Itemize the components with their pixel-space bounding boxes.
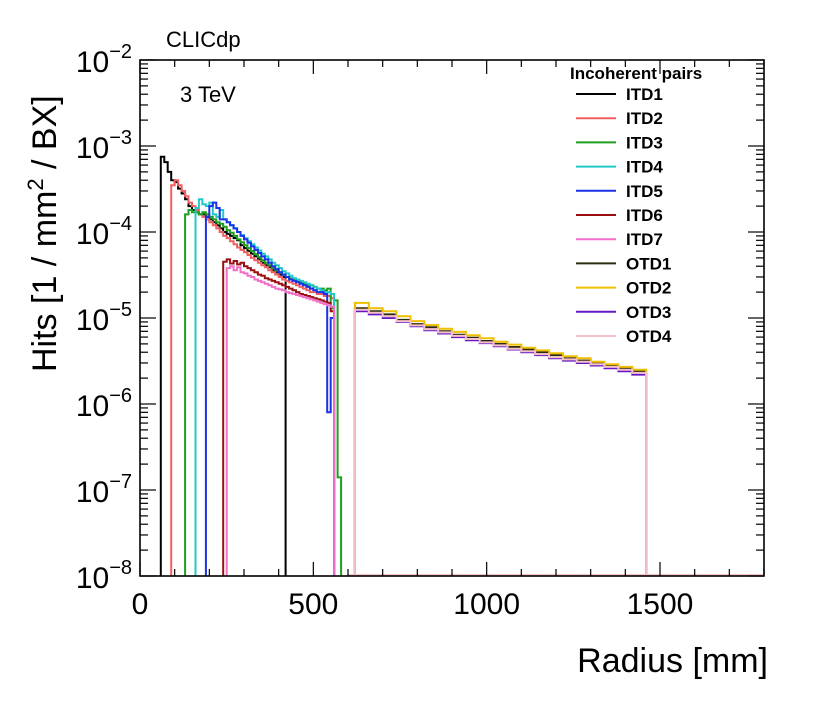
y-axis-title: Hits [1 / mm2 / BX] — [23, 95, 64, 372]
legend-label: ITD7 — [626, 230, 663, 249]
series-itd6 — [222, 258, 336, 576]
legend-label: OTD4 — [626, 327, 672, 346]
y-tick-label: 10−8 — [76, 557, 132, 595]
series-itd4 — [194, 198, 336, 576]
y-tick-label: 10−5 — [76, 299, 132, 337]
series-itd7 — [225, 265, 336, 576]
legend-label: ITD4 — [626, 158, 663, 177]
legend-label: ITD2 — [626, 109, 663, 128]
energy-annotation: 3 TeV — [180, 82, 236, 107]
plot-frame — [139, 59, 765, 577]
x-tick-label: 1500 — [627, 588, 694, 621]
legend-label: OTD2 — [626, 279, 671, 298]
legend-label: OTD1 — [626, 254, 671, 273]
series-otd3 — [353, 310, 648, 576]
series-itd5 — [204, 201, 336, 576]
x-tick-label: 0 — [132, 588, 149, 621]
legend: Incoherent pairs ITD1 ITD2 ITD3 ITD4 ITD5 ITD… — [570, 64, 702, 346]
y-axis-title-part-1: Hits [1 / mm — [26, 191, 64, 372]
legend-label: ITD5 — [626, 182, 663, 201]
axis-layer: 0 500 1000 1500 10−8 10−7 10−6 10−5 10−4 10−3 10−2 — [76, 41, 765, 621]
series-otd1 — [353, 307, 648, 576]
series-otd4 — [353, 308, 648, 576]
y-axis-title-superscript: 2 — [23, 178, 48, 190]
legend-label: OTD3 — [626, 303, 671, 322]
series-layer — [159, 155, 764, 576]
y-axis-title-part-2: / BX] — [26, 95, 64, 178]
legend-title: Incoherent pairs — [570, 64, 702, 83]
y-tick-label: 10−7 — [76, 471, 132, 509]
x-tick-label: 1000 — [453, 588, 520, 621]
y-tick-label: 10−4 — [76, 213, 132, 251]
legend-label: ITD1 — [626, 85, 663, 104]
y-tick-label: 10−2 — [76, 41, 132, 79]
clicdp-label: CLICdp — [166, 27, 241, 52]
x-tick-label: 500 — [288, 588, 338, 621]
y-tick-label: 10−6 — [76, 385, 132, 423]
x-axis-title: Radius [mm] — [577, 642, 768, 680]
legend-label: ITD6 — [626, 206, 663, 225]
series-itd2 — [170, 179, 336, 576]
series-otd2 — [353, 301, 648, 576]
y-tick-label: 10−3 — [76, 127, 132, 165]
legend-label: ITD3 — [626, 133, 663, 152]
